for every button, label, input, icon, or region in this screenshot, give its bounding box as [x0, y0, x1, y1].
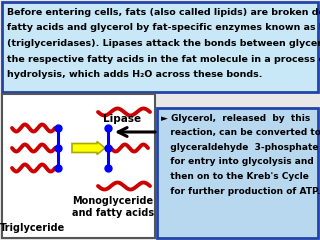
Text: then on to the Kreb's Cycle: then on to the Kreb's Cycle: [161, 172, 309, 181]
Text: Triglyceride: Triglyceride: [0, 223, 65, 233]
Text: reaction, can be converted to: reaction, can be converted to: [161, 128, 320, 138]
Text: Before entering cells, fats (also called lipids) are broken down to: Before entering cells, fats (also called…: [7, 8, 320, 17]
Text: glyceraldehyde  3-phosphate: glyceraldehyde 3-phosphate: [161, 143, 318, 152]
Text: Lipase: Lipase: [103, 114, 141, 124]
Text: Monoglyceride
and fatty acids: Monoglyceride and fatty acids: [72, 196, 154, 218]
FancyBboxPatch shape: [2, 94, 155, 238]
Text: hydrolysis, which adds H₂O across these bonds.: hydrolysis, which adds H₂O across these …: [7, 70, 262, 79]
Text: ► Glycerol,  released  by  this: ► Glycerol, released by this: [161, 114, 310, 123]
FancyBboxPatch shape: [157, 108, 318, 238]
Text: the respective fatty acids in the fat molecule in a process called: the respective fatty acids in the fat mo…: [7, 54, 320, 64]
Text: (triglyceridases). Lipases attack the bonds between glycerol and: (triglyceridases). Lipases attack the bo…: [7, 39, 320, 48]
Text: for entry into glycolysis and: for entry into glycolysis and: [161, 157, 314, 167]
Text: for further production of ATP.: for further production of ATP.: [161, 186, 320, 196]
Text: fatty acids and glycerol by fat-specific enzymes known as lipases: fatty acids and glycerol by fat-specific…: [7, 24, 320, 32]
FancyBboxPatch shape: [2, 2, 318, 92]
FancyArrow shape: [72, 142, 105, 155]
